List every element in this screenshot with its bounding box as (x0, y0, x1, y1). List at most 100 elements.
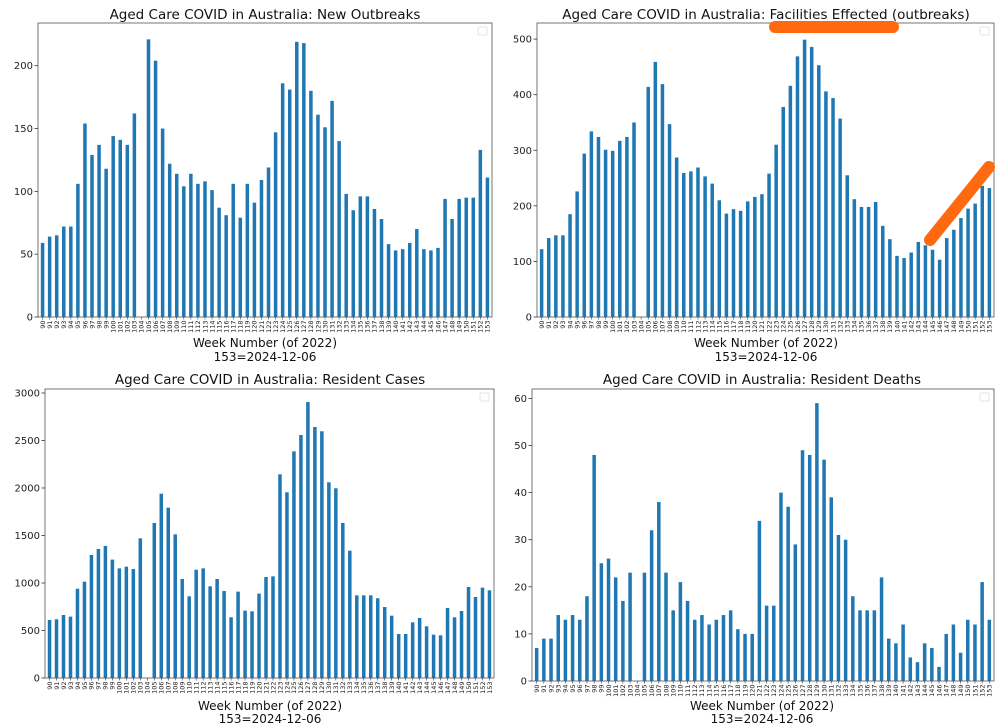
bar (589, 131, 594, 317)
bar (872, 610, 877, 681)
x-tick-label: 152 (477, 321, 485, 333)
bar (745, 201, 750, 317)
x-tick-label: 143 (915, 321, 923, 333)
x-tick-label: 118 (237, 321, 245, 333)
x-tick-label: 113 (201, 321, 209, 333)
bar (124, 566, 129, 678)
x-tick-label: 117 (234, 682, 242, 694)
x-tick-label: 104 (138, 321, 146, 333)
bar (196, 183, 200, 317)
x-tick-label: 96 (81, 321, 89, 329)
bar (707, 624, 711, 681)
x-tick-label: 97 (583, 685, 591, 693)
bar (287, 89, 292, 317)
bar (728, 610, 733, 681)
x-tick-label: 146 (437, 682, 445, 694)
x-tick-label: 109 (669, 685, 677, 697)
x-tick-label: 97 (588, 321, 596, 329)
x-tick-label: 153 (484, 321, 492, 333)
x-tick-label: 145 (427, 321, 435, 333)
bar (788, 85, 793, 317)
x-tick-label: 107 (159, 321, 167, 333)
bar (951, 624, 956, 681)
x-axis-note: 153=2024-12-06 (219, 712, 322, 726)
x-tick-label: 121 (756, 685, 764, 697)
bar (859, 206, 864, 317)
bar (431, 634, 436, 678)
x-tick-label: 137 (371, 321, 379, 333)
bar (886, 638, 891, 681)
bar (410, 622, 415, 678)
x-tick-label: 125 (784, 685, 792, 697)
bar (337, 141, 341, 317)
x-tick-label: 131 (332, 682, 340, 694)
x-tick-label: 102 (130, 682, 138, 694)
bar (355, 595, 359, 678)
x-tick-label: 125 (787, 321, 795, 333)
x-tick-label: 116 (723, 321, 731, 333)
highlight-stroke-trend (924, 161, 995, 246)
bar (908, 657, 913, 681)
bar (295, 41, 299, 317)
bar (546, 238, 551, 317)
x-tick-label: 130 (820, 685, 828, 697)
bar (208, 586, 212, 678)
bar (389, 615, 394, 678)
x-tick-label: 99 (602, 321, 610, 329)
y-tick-label: 200 (14, 61, 33, 72)
bar (836, 535, 841, 681)
x-tick-label: 142 (409, 682, 417, 694)
x-tick-label: 142 (406, 321, 414, 333)
bar (895, 255, 899, 317)
bar (703, 176, 707, 317)
bar (772, 605, 776, 681)
x-tick-label: 113 (701, 321, 709, 333)
bar (738, 210, 743, 317)
x-tick-label: 126 (293, 321, 301, 333)
bar (618, 140, 622, 317)
bar (563, 619, 568, 681)
x-tick-label: 131 (829, 321, 837, 333)
x-tick-label: 116 (720, 685, 728, 697)
x-tick-label: 119 (248, 682, 256, 694)
x-tick-label: 127 (801, 321, 809, 333)
bar (743, 633, 747, 681)
chart-resident-deaths: Aged Care COVID in Australia: Resident D… (514, 372, 995, 726)
x-tick-label: 146 (935, 685, 943, 697)
x-tick-label: 124 (279, 321, 287, 333)
x-tick-label: 138 (879, 321, 887, 333)
bar (138, 538, 143, 678)
bar (97, 144, 101, 317)
bar (203, 181, 207, 317)
x-tick-label: 91 (46, 321, 54, 329)
x-tick-label: 95 (81, 682, 89, 690)
x-tick-label: 126 (297, 682, 305, 694)
bar (365, 196, 370, 317)
x-tick-label: 147 (444, 682, 452, 694)
bar (68, 616, 73, 678)
x-tick-label: 117 (230, 321, 238, 333)
y-tick-label: 500 (21, 626, 40, 637)
y-tick-label: 0 (521, 677, 527, 688)
bar (786, 506, 790, 681)
axes-frame (37, 22, 493, 318)
y-tick-label: 100 (14, 187, 33, 198)
bar (606, 558, 611, 681)
bar (689, 171, 693, 317)
x-tick-label: 152 (479, 682, 487, 694)
bar (714, 619, 719, 681)
x-tick-label: 101 (117, 321, 125, 333)
x-tick-label: 129 (318, 682, 326, 694)
x-tick-label: 123 (770, 685, 778, 697)
bar (96, 548, 101, 678)
bar (632, 122, 636, 317)
bar (958, 652, 963, 681)
bar (902, 258, 906, 317)
bar (660, 84, 665, 317)
bar (464, 197, 468, 317)
y-tick-label: 50 (20, 250, 33, 261)
y-tick-label: 0 (526, 313, 532, 324)
x-tick-label: 102 (623, 321, 631, 333)
x-tick-label: 102 (619, 685, 627, 697)
bar (807, 454, 812, 681)
